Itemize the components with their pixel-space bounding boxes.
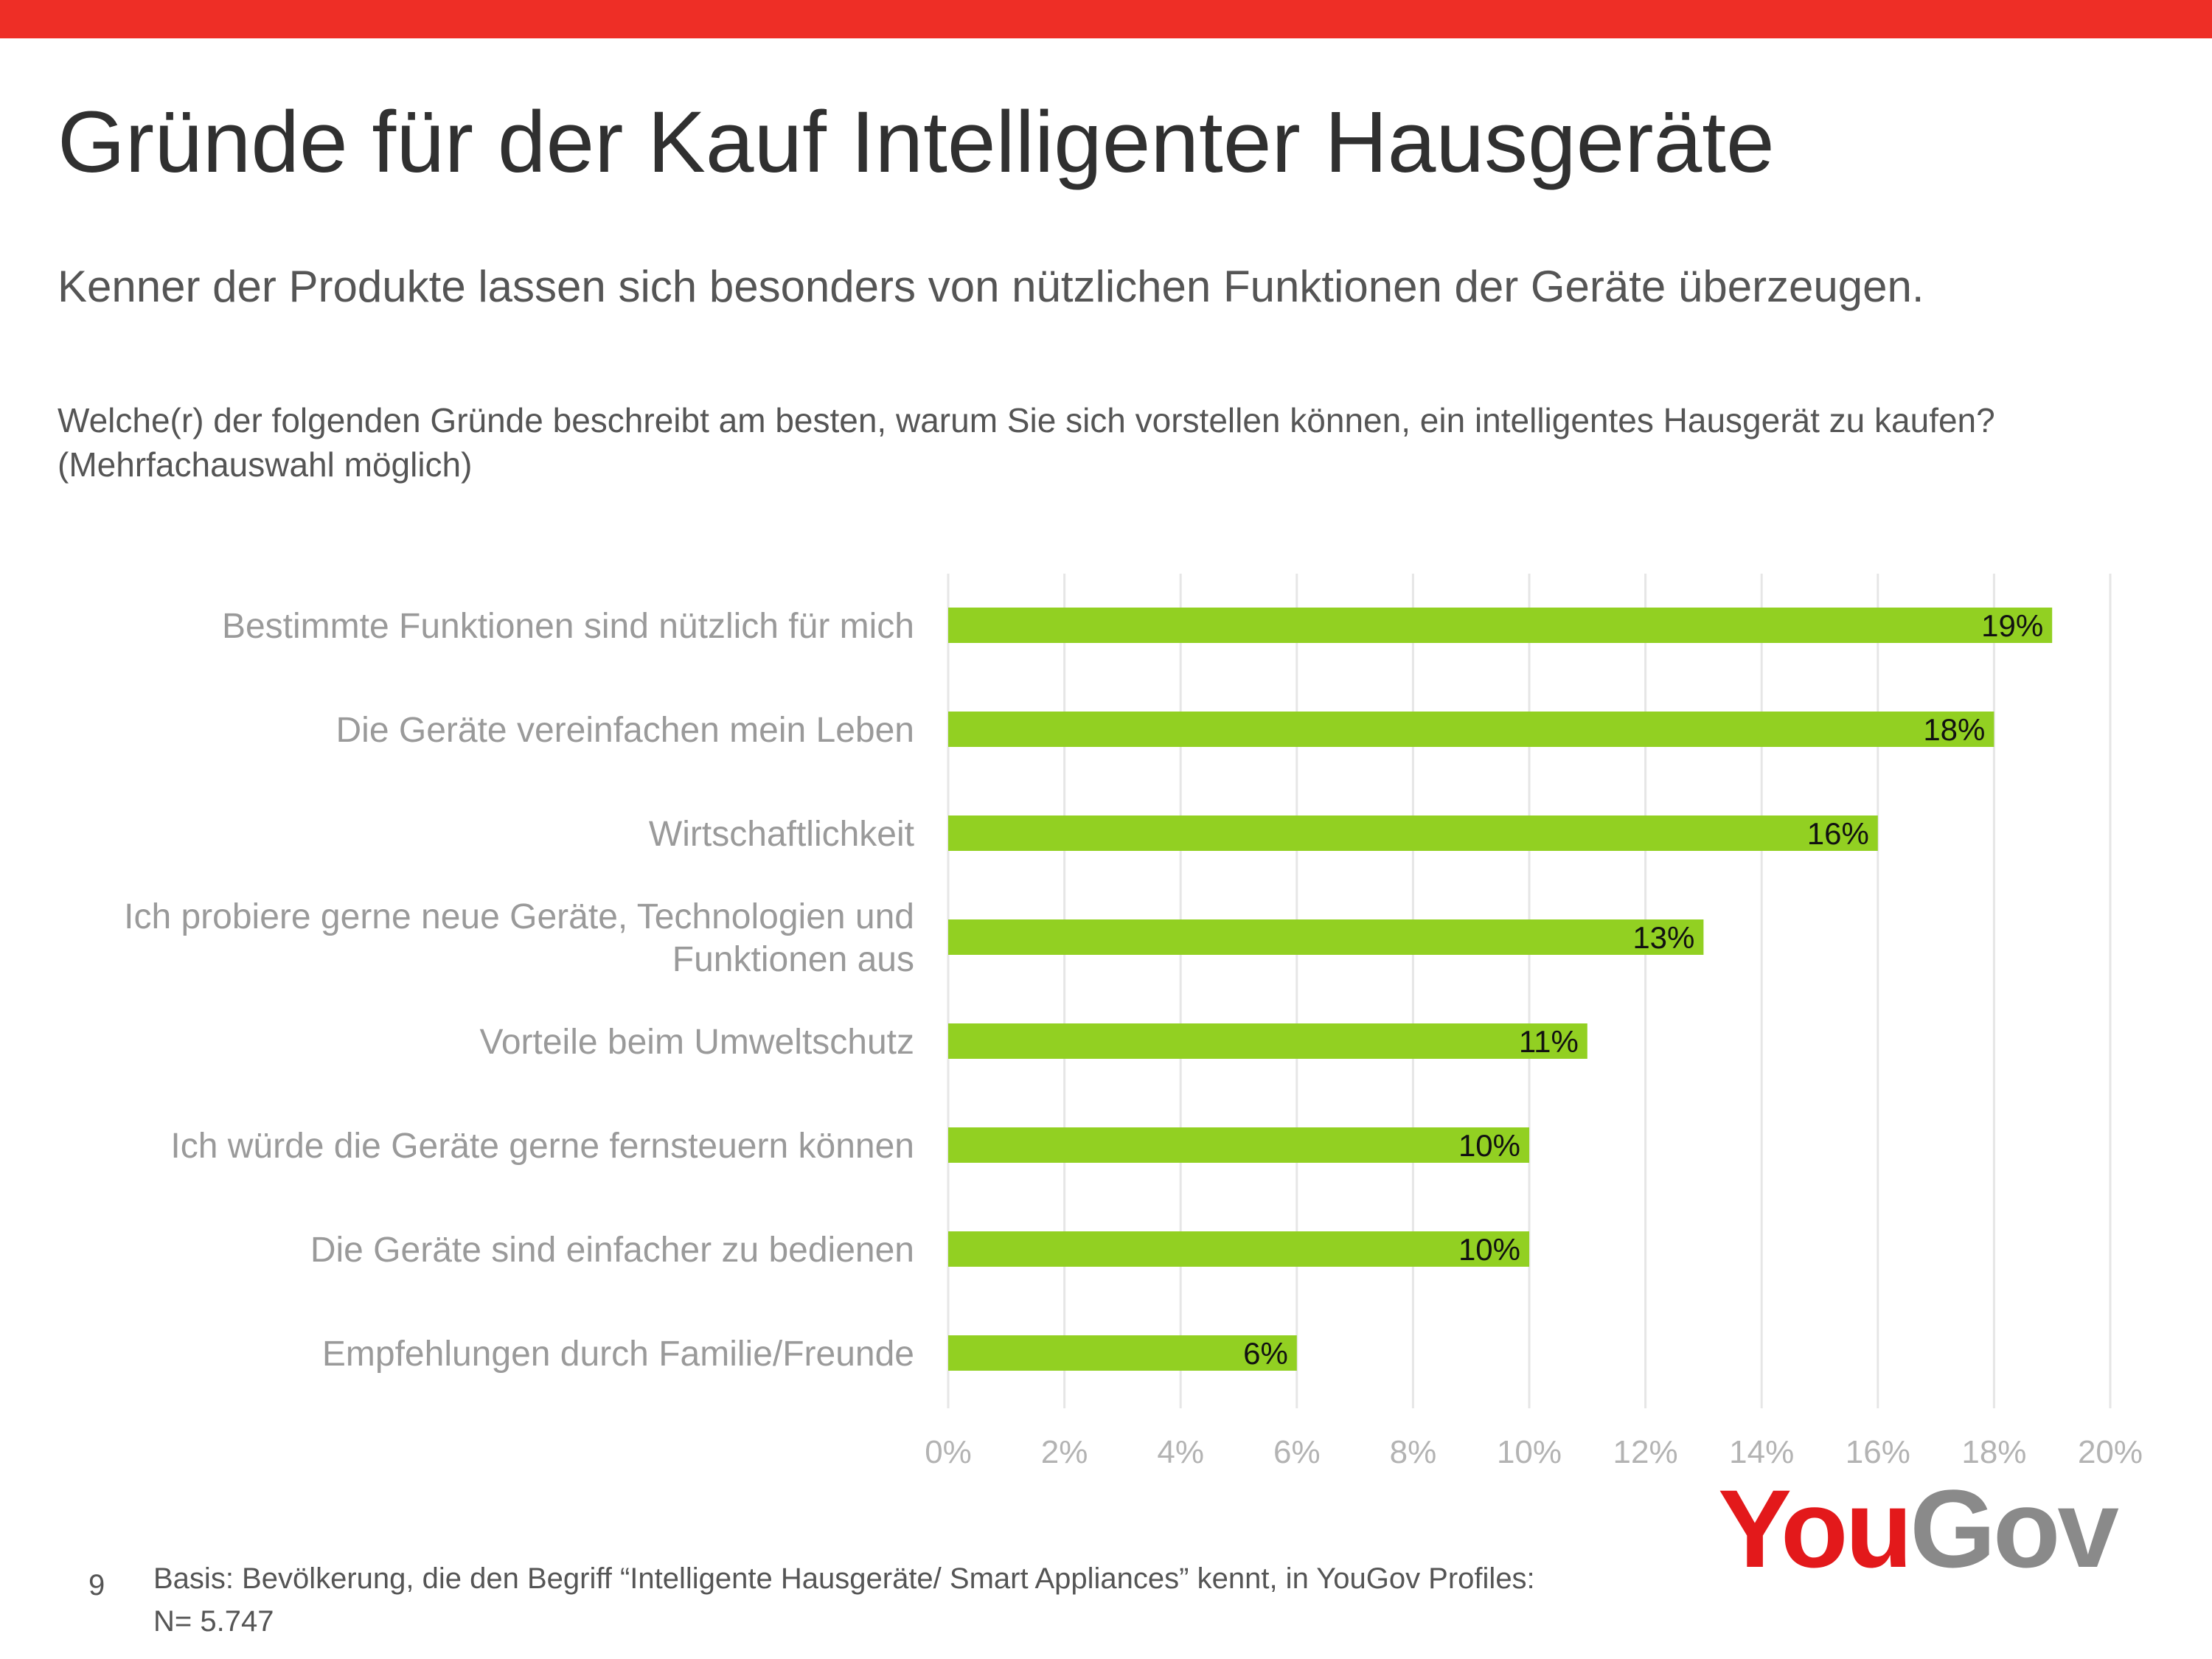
category-label-line: Vorteile beim Umweltschutz xyxy=(479,1023,914,1062)
x-tick-label: 2% xyxy=(1041,1434,1088,1470)
category-label-line: Die Geräte vereinfachen mein Leben xyxy=(336,711,914,750)
x-tick-label: 6% xyxy=(1273,1434,1321,1470)
category-label-line: Bestimmte Funktionen sind nützlich für m… xyxy=(222,607,914,646)
bar xyxy=(948,1231,1529,1267)
category-label: Die Geräte vereinfachen mein Leben xyxy=(336,711,914,750)
page-number: 9 xyxy=(88,1569,105,1601)
x-tick-label: 4% xyxy=(1157,1434,1204,1470)
bar-value-label: 11% xyxy=(1519,1024,1579,1059)
source-note-line1: Basis: Bevölkerung, die den Begriff “Int… xyxy=(153,1562,1535,1595)
category-label: Ich probiere gerne neue Geräte, Technolo… xyxy=(124,897,914,979)
logo-gov: Gov xyxy=(1910,1467,2119,1590)
x-tick-label: 16% xyxy=(1846,1434,1910,1470)
x-tick-label: 10% xyxy=(1497,1434,1562,1470)
source-note: Basis: Bevölkerung, die den Begriff “Int… xyxy=(153,1557,1702,1643)
bar xyxy=(948,919,1704,955)
x-tick-label: 18% xyxy=(1961,1434,2026,1470)
category-label: Bestimmte Funktionen sind nützlich für m… xyxy=(222,607,914,646)
bar-value-label: 10% xyxy=(1458,1128,1520,1163)
x-tick-label: 20% xyxy=(2078,1434,2143,1470)
x-tick-label: 12% xyxy=(1613,1434,1678,1470)
bar-value-label: 13% xyxy=(1632,920,1694,955)
survey-question: Welche(r) der folgenden Gründe beschreib… xyxy=(58,401,1995,484)
bar xyxy=(948,712,1994,747)
category-label: Vorteile beim Umweltschutz xyxy=(479,1023,914,1062)
bar-value-label: 19% xyxy=(1981,608,2043,643)
bar xyxy=(948,1023,1587,1059)
category-label: Wirtschaftlichkeit xyxy=(649,815,914,854)
bar-value-label: 6% xyxy=(1243,1336,1288,1371)
category-label-line: Funktionen aus xyxy=(672,940,914,979)
x-tick-label: 0% xyxy=(925,1434,972,1470)
category-label-line: Ich probiere gerne neue Geräte, Technolo… xyxy=(124,897,914,936)
bar xyxy=(948,608,2053,643)
category-label: Die Geräte sind einfacher zu bedienen xyxy=(310,1231,914,1270)
category-label: Empfehlungen durch Familie/Freunde xyxy=(322,1335,914,1374)
x-tick-label: 8% xyxy=(1390,1434,1437,1470)
bar xyxy=(948,1335,1297,1371)
source-note-line2: N= 5.747 xyxy=(153,1605,274,1638)
category-label: Ich würde die Geräte gerne fernsteuern k… xyxy=(170,1127,914,1166)
bar-value-label: 18% xyxy=(1923,712,1985,747)
x-tick-label: 14% xyxy=(1729,1434,1794,1470)
bar-value-label: 10% xyxy=(1458,1232,1520,1267)
bar xyxy=(948,1127,1529,1163)
logo-you: You xyxy=(1718,1467,1913,1590)
page-subtitle: Kenner der Produkte lassen sich besonder… xyxy=(58,262,1924,311)
yougov-logo: YouGov xyxy=(1718,1466,2119,1591)
page-title: Gründe für der Kauf Intelligenter Hausge… xyxy=(58,94,1775,191)
category-label-line: Wirtschaftlichkeit xyxy=(649,815,914,854)
category-label-line: Die Geräte sind einfacher zu bedienen xyxy=(310,1231,914,1270)
category-label-line: Empfehlungen durch Familie/Freunde xyxy=(322,1335,914,1374)
top-accent-bar xyxy=(0,0,2212,38)
bar xyxy=(948,815,1878,851)
bar-value-label: 16% xyxy=(1807,816,1869,851)
category-label-line: Ich würde die Geräte gerne fernsteuern k… xyxy=(170,1127,914,1166)
